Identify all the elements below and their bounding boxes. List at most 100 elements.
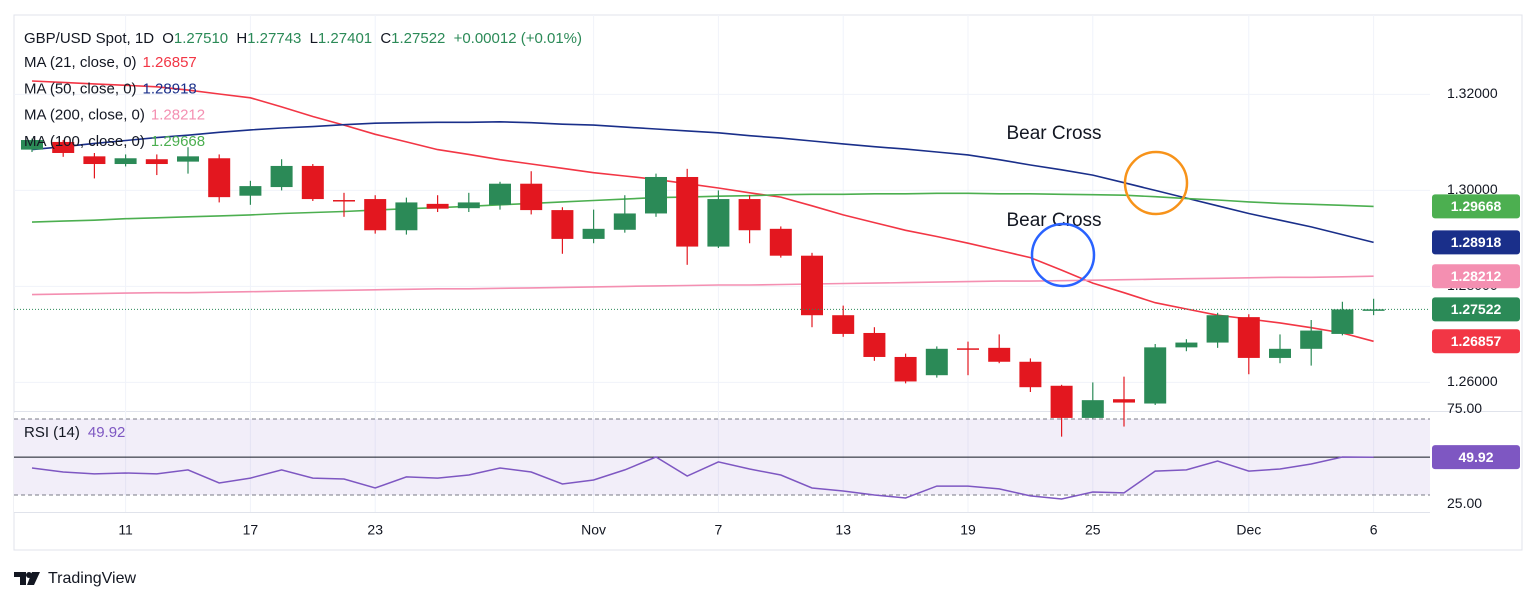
y-tick-label: 75.00 [1447, 400, 1482, 416]
candle-body [1237, 317, 1260, 358]
price-label: 1.28918 [1451, 234, 1502, 250]
candle-body [1175, 342, 1198, 348]
candle-body [208, 158, 231, 198]
rsi-legend: RSI (14) 49.92 [24, 424, 125, 441]
candle-body [582, 228, 605, 239]
candle-body [551, 210, 574, 239]
ohlc-value: 1.27743 [247, 30, 301, 47]
rsi-line [31, 456, 1374, 500]
legend-name: MA (100, close, 0) [24, 133, 145, 150]
y-tick-label: 1.26000 [1447, 373, 1498, 389]
candle-body [83, 156, 106, 165]
candle-body [1269, 348, 1291, 358]
candle-body [52, 141, 75, 153]
candle-body [769, 228, 792, 256]
candle-body [801, 255, 823, 316]
candle-body [1331, 309, 1354, 334]
price-label-box [1432, 230, 1520, 255]
x-tick-label: 11 [118, 522, 133, 538]
candle-body [613, 213, 636, 230]
brand: TradingView [48, 570, 136, 587]
candle-body [738, 199, 761, 231]
price-label: 1.28212 [1451, 268, 1502, 284]
candle-body [645, 176, 667, 214]
legend-name: RSI (14) [24, 424, 80, 441]
candle-body [239, 186, 262, 196]
candle-body [988, 347, 1011, 362]
price-label-box [1432, 264, 1520, 289]
price-label-box [1432, 297, 1520, 322]
ohlc-value: 1.27510 [174, 30, 228, 47]
candle-body [957, 348, 979, 350]
symbol: GBP/USD Spot, 1D [24, 30, 154, 47]
candle-body [894, 356, 917, 382]
candle-body [489, 183, 511, 205]
candle-body [364, 199, 387, 231]
candle-body [1019, 361, 1042, 388]
candle-body [863, 332, 886, 357]
candle-body [1362, 309, 1385, 311]
candles [14, 138, 1430, 437]
x-tick-label: 23 [367, 522, 383, 538]
price-label-box [1432, 194, 1520, 219]
price-label: 49.92 [1458, 449, 1493, 465]
candle-body [457, 202, 480, 209]
ohlc-key: H [236, 30, 247, 47]
candle-body [270, 165, 293, 188]
legend-name: MA (21, close, 0) [24, 54, 137, 71]
header-legend: GBP/USD Spot, 1D O1.27510 H1.27743 L1.27… [24, 30, 582, 47]
price-label: 1.26857 [1451, 333, 1502, 349]
annotation: Bear Cross [1006, 210, 1101, 231]
candle-body [1050, 385, 1073, 418]
axis-labels: 11 17 23 Nov 7 13 19 25 Dec 6 1.26857 1.28918 1.2821… [118, 194, 1520, 538]
price-label: 1.27522 [1451, 301, 1502, 317]
x-tick-label: 13 [835, 522, 851, 538]
ohlc-key: C [380, 30, 391, 47]
candle-body [395, 202, 418, 231]
candle-body [333, 200, 355, 202]
candle-body [1081, 400, 1104, 418]
ohlc-value: 1.27522 [391, 30, 445, 47]
price-label-box [1432, 329, 1520, 354]
candle-body [145, 159, 168, 165]
candle-body [676, 176, 699, 247]
ohlc-key: O [162, 30, 174, 47]
brand-logo [14, 572, 40, 585]
legend-entry: MA (100, close, 0) 1.29668 [24, 133, 205, 150]
candle-body [707, 199, 730, 247]
x-tick-label: Nov [581, 522, 606, 538]
legend-entry: MA (200, close, 0) 1.28212 [24, 107, 205, 124]
y-tick-label: 1.30000 [1447, 181, 1498, 197]
annotation-circle [1123, 150, 1189, 216]
legend-value: 1.29668 [151, 133, 205, 150]
annotation: Bear Cross [1006, 123, 1101, 144]
ohlc-value: 1.27401 [318, 30, 372, 47]
legend-value: 1.26857 [143, 54, 197, 71]
candle-body [925, 348, 948, 376]
change: +0.00012 (+0.01%) [454, 30, 582, 47]
ma-legend: MA (21, close, 0) 1.26857 MA (50, close, 0… [24, 54, 205, 441]
x-tick-label: 7 [715, 522, 723, 538]
x-tick-label: 6 [1370, 522, 1378, 538]
annotations: Bear Cross Bear Cross [1006, 123, 1189, 288]
candle-body [1206, 315, 1229, 343]
candle-body [426, 203, 449, 209]
candle-body [1113, 399, 1135, 403]
legend-value: 1.28212 [151, 107, 205, 124]
y-tick-label: 25.00 [1447, 495, 1482, 511]
candle-body [177, 156, 199, 162]
ma-line [31, 80, 1374, 343]
price-label-box [1432, 445, 1520, 470]
candle-body [301, 165, 324, 200]
legend-entry: MA (50, close, 0) 1.28918 [24, 80, 197, 97]
candle-body [1144, 347, 1167, 404]
x-tick-label: 17 [243, 522, 259, 538]
ma-line [31, 192, 1374, 223]
candle-body [114, 158, 137, 165]
annotation-circle [1030, 222, 1096, 288]
x-tick-label: 25 [1085, 522, 1101, 538]
y-tick-label: 1.32000 [1447, 85, 1498, 101]
ohlc-key: L [310, 30, 318, 47]
x-tick-label: 19 [960, 522, 976, 538]
